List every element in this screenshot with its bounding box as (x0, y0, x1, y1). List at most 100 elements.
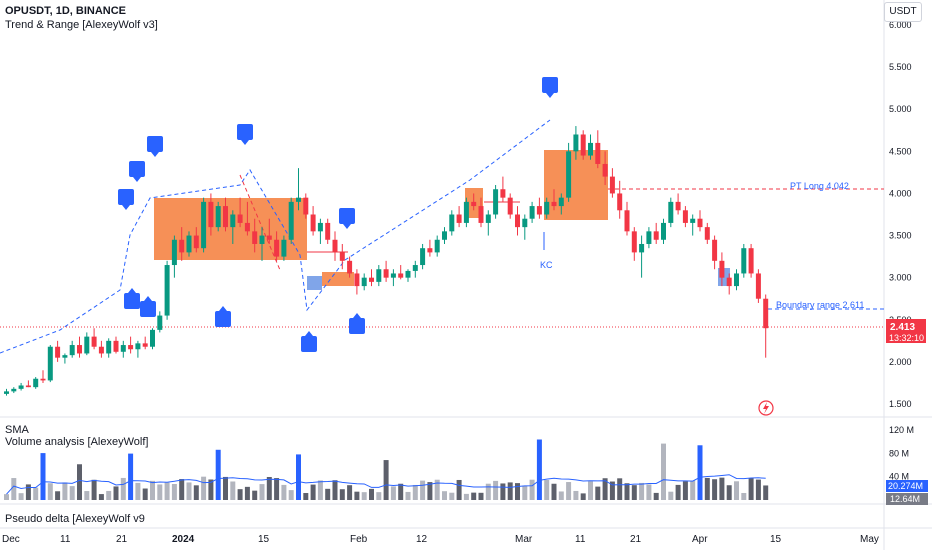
countdown: 13:32:10 (889, 333, 924, 343)
boundary-label: Boundary range 2.611 (776, 300, 864, 310)
volume-bar (653, 492, 659, 500)
candle-body (179, 239, 185, 253)
volume-bar (485, 483, 491, 500)
volume-bar (588, 481, 593, 500)
volume-bar (726, 485, 732, 500)
volume-bar (500, 483, 506, 500)
candle-body (106, 340, 112, 354)
signal-markers (118, 77, 558, 352)
volume-bar (208, 479, 214, 500)
volume-bar (113, 486, 119, 500)
volume-bar (631, 485, 637, 500)
volume-bar (150, 480, 155, 500)
volume-bar (215, 449, 221, 500)
signal-marker[interactable] (339, 208, 355, 229)
volume-bar (266, 476, 272, 500)
candle-body (215, 206, 221, 228)
candle-body (369, 277, 374, 282)
volume-bar (661, 443, 666, 500)
signal-marker[interactable] (124, 288, 140, 309)
signal-marker[interactable] (129, 161, 145, 182)
candle-body (288, 201, 294, 240)
sma-label[interactable]: SMA (5, 424, 29, 436)
volume-bar (230, 481, 236, 500)
volume-bar (398, 483, 404, 500)
volume-label[interactable]: Volume analysis [AlexeyWolf] (5, 436, 149, 448)
signal-marker[interactable] (301, 331, 317, 352)
volume-bar (339, 489, 345, 500)
price-tick-label: 3.500 (889, 231, 912, 241)
candle-body (339, 252, 345, 261)
volume-bar (493, 480, 499, 500)
sma-value: 20.274M (888, 481, 923, 491)
volume-bar (719, 477, 725, 500)
volume-bar (755, 479, 761, 500)
candle-body (595, 142, 601, 164)
volume-bar (668, 491, 674, 500)
candle-body (748, 248, 754, 274)
delta-label[interactable]: Pseudo delta [AlexeyWolf v9 (5, 513, 145, 525)
signal-marker[interactable] (118, 189, 134, 210)
time-tick-label: 12 (416, 534, 428, 545)
candle-body (675, 201, 681, 211)
candle-body (274, 239, 280, 257)
candle-body (193, 235, 199, 249)
volume-bar (682, 481, 688, 500)
lightning-icon[interactable] (758, 400, 774, 416)
candle-body (420, 248, 426, 266)
candle-body (668, 201, 674, 223)
signal-marker[interactable] (349, 313, 365, 334)
candle-body (493, 189, 499, 215)
symbol-title[interactable]: OPUSDT, 1D, BINANCE (5, 5, 127, 17)
price-tick-label: 1.500 (889, 399, 912, 409)
signal-marker[interactable] (140, 296, 156, 317)
price-tick-label: 4.500 (889, 146, 912, 156)
currency-button[interactable]: USDT (884, 2, 922, 22)
candle-body (471, 201, 477, 207)
signal-marker[interactable] (237, 124, 253, 145)
candle-body (500, 189, 506, 198)
candle-body (77, 345, 82, 354)
signal-marker[interactable] (147, 136, 163, 157)
candle-body (661, 222, 666, 240)
volume-tick-label: 40 M (889, 472, 909, 482)
signal-marker[interactable] (542, 77, 558, 98)
volume-value: 12.64M (890, 494, 920, 504)
candle-body (186, 235, 192, 253)
volume-bar (244, 486, 250, 500)
volume-bar (47, 483, 53, 500)
volume-bar (84, 491, 90, 500)
volume-tick-label: 120 M (889, 425, 914, 435)
candle-body (244, 222, 250, 232)
candle-body (573, 134, 579, 152)
time-axis: Dec 11 21 2024 15 Feb 12 Mar 11 21 Apr 15 May (2, 534, 879, 545)
volume-bar (566, 482, 572, 500)
volume-bar (449, 492, 455, 500)
candle-body (55, 346, 61, 358)
candle-body (405, 270, 411, 278)
candle-body (646, 231, 652, 244)
volume-bar (317, 480, 323, 500)
indicator-title[interactable]: Trend & Range [AlexeyWolf v3] (5, 19, 158, 31)
candle-body (11, 388, 17, 392)
candle-body (84, 336, 90, 354)
volume-bar (675, 484, 681, 500)
volume-bar (62, 482, 68, 500)
volume-bar (639, 482, 645, 500)
last-price-value: 2.413 (890, 322, 915, 333)
signal-marker[interactable] (215, 306, 231, 327)
candle-body (617, 193, 623, 211)
candle-body (734, 273, 739, 287)
volume-bar (4, 494, 9, 500)
volume-bar (463, 493, 469, 500)
candle-body (712, 239, 718, 261)
price-tick-label: 5.500 (889, 62, 912, 72)
volume-bar (135, 482, 141, 500)
time-tick-label: 11 (60, 534, 71, 545)
candle-body (697, 218, 703, 228)
candle-body (398, 273, 404, 278)
candle-body (47, 346, 53, 381)
volume-bar (142, 488, 148, 500)
volume-bar (442, 491, 447, 500)
volume-bar (252, 490, 258, 500)
